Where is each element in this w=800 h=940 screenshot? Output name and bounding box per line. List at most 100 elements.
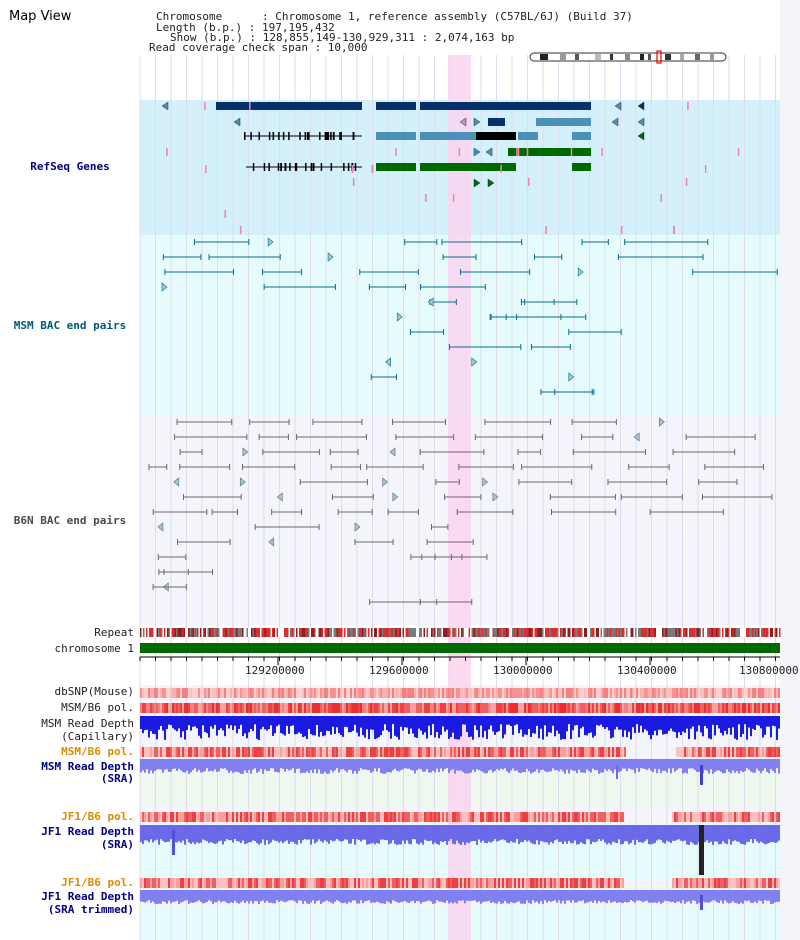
depth-bar [178,890,180,904]
heat-cell [402,703,404,713]
depth-bar [336,716,338,728]
heat-cell [250,812,252,822]
depth-bar [324,759,326,772]
heat-cell [224,747,226,757]
depth-bar [234,825,236,840]
chromosome-bar [140,643,780,653]
heat-cell [274,747,276,757]
heat-cell [190,812,192,822]
repeat-mark [299,628,301,637]
repeat-mark [176,628,178,637]
depth-bar [748,890,750,901]
track-label-b6n-bac[interactable]: B6N BAC end pairs [13,514,127,527]
depth-bar [346,759,348,773]
track-label-msm-b6-pol[interactable]: MSM/B6 pol. [61,701,134,714]
heat-cell [318,747,320,757]
depth-bar [738,890,740,904]
depth-bar [394,890,396,902]
track-label-msm-bac[interactable]: MSM BAC end pairs [13,319,127,332]
repeat-mark [170,628,172,637]
heat-cell [680,703,682,713]
heat-cell [210,812,212,822]
depth-bar [478,716,480,738]
repeat-mark [233,628,235,637]
depth-bar [162,890,164,902]
heat-cell [268,878,270,888]
depth-bar [332,759,334,773]
track-label-jf1-b6-pol-2[interactable]: JF1/B6 pol. [61,876,134,889]
heat-cell [466,747,468,757]
depth-bar [230,890,232,903]
depth-bar [234,759,236,772]
depth-bar [622,716,624,737]
track-label-jf1-b6-pol[interactable]: JF1/B6 pol. [61,810,134,823]
repeat-mark [647,628,649,637]
heat-cell [766,688,768,698]
depth-bar [656,890,658,904]
repeat-mark [185,628,187,637]
gene-tick [239,226,242,234]
depth-bar [398,825,400,845]
track-label-jf1-read-depth[interactable]: JF1 Read Depth [41,825,134,838]
gene-exon [333,132,335,140]
depth-bar [466,759,468,774]
heat-cell [760,688,762,698]
track-label-jf1-read-depth-trimmed[interactable]: JF1 Read Depth [41,890,134,903]
heat-cell [216,812,218,822]
repeat-mark [285,628,287,637]
depth-bar [238,890,240,904]
depth-bar [514,890,516,904]
track-label-chromosome[interactable]: chromosome 1 [54,642,134,655]
depth-bar [762,759,764,771]
heat-cell [204,747,206,757]
depth-bar [662,825,664,843]
heat-cell [434,812,436,822]
track-label-repeat[interactable]: Repeat [94,626,134,639]
depth-bar [378,825,380,844]
depth-bar [644,890,646,902]
heat-cell [510,703,512,713]
depth-bar [538,890,540,904]
heat-cell [588,688,590,698]
heat-cell [224,703,226,713]
ideogram-band [610,54,613,60]
depth-bar [398,890,400,903]
depth-bar [534,825,536,845]
heat-cell [328,812,330,822]
track-label-capillary: (Capillary) [61,730,134,743]
depth-bar [354,716,356,725]
repeat-mark [156,628,158,637]
heat-cell [448,812,450,822]
heat-cell [198,747,200,757]
heat-cell [754,878,756,888]
heat-cell [552,703,554,713]
track-label-msm-read-depth-sra[interactable]: MSM Read Depth [41,760,134,773]
track-label-msm-read-depth-capillary[interactable]: MSM Read Depth [41,717,134,730]
depth-bar [526,716,528,735]
heat-cell [294,703,296,713]
depth-bar [706,759,708,771]
depth-bar [354,890,356,901]
repeat-mark [174,628,176,637]
depth-bar [490,825,492,843]
repeat-mark [518,628,520,637]
heat-cell [742,703,744,713]
depth-bar [666,890,668,902]
depth-bar [718,825,720,845]
repeat-mark [509,628,511,637]
track-label-refseq[interactable]: RefSeq Genes [30,160,110,173]
heat-cell [698,878,700,888]
depth-bar [528,716,530,730]
depth-bar [540,759,542,771]
heat-cell [202,878,204,888]
track-label-dbsnp[interactable]: dbSNP(Mouse) [54,685,134,698]
heat-cell [672,878,674,888]
heat-cell [510,878,512,888]
repeat-mark [326,628,328,637]
track-label-msm-b6-pol-sra[interactable]: MSM/B6 pol. [61,745,134,758]
heat-cell [386,703,388,713]
depth-bar [612,716,614,738]
depth-bar [158,890,160,904]
heat-cell [698,747,700,757]
